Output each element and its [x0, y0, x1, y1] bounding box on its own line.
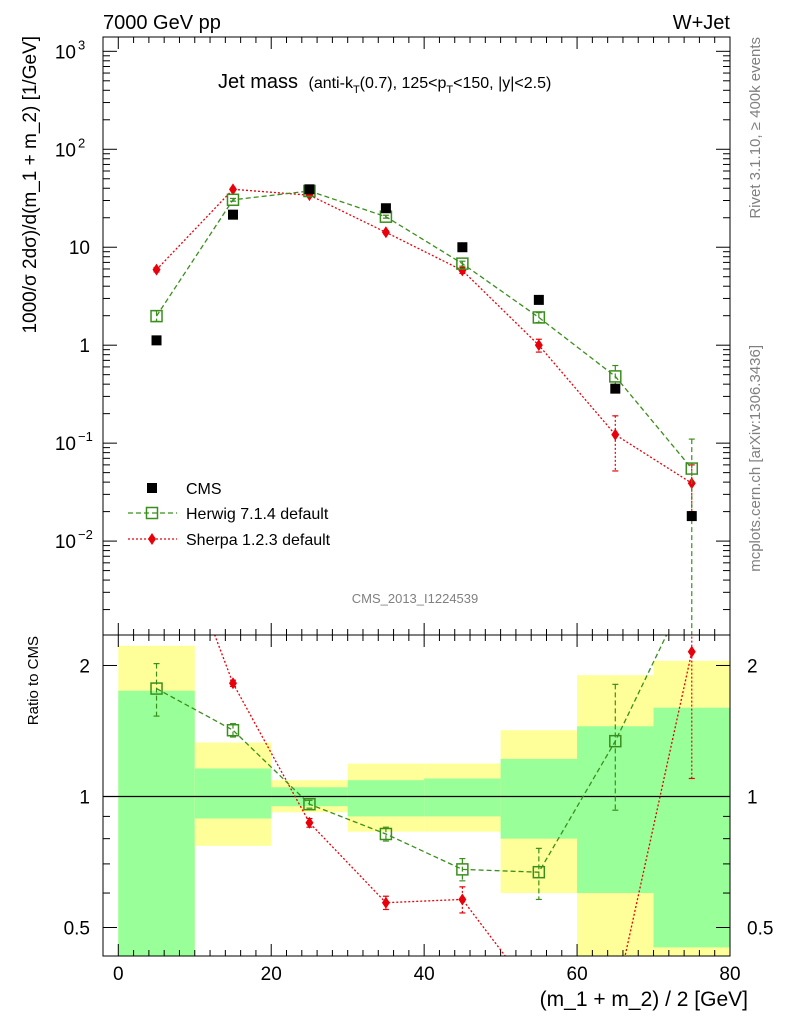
ratio-herwig-point-1: [226, 723, 240, 737]
ratio-herwig-point-5: [532, 865, 546, 879]
top-sherpa-point-6: [611, 428, 620, 441]
top-herwig-point-1: [226, 193, 240, 207]
top-cms-point-5: [533, 294, 544, 305]
top-cms-point-0: [151, 335, 162, 346]
legend-symbol-sherpa: [148, 533, 156, 545]
x-tick-label-60: 60: [567, 964, 588, 985]
top-y-label-4: 10: [55, 140, 76, 161]
subtitle-c: <150, |y|<2.5): [453, 75, 551, 92]
chart-title: Jet mass: [218, 71, 298, 93]
uncertainty-bands: [118, 645, 730, 956]
top-ylabel: 1000/σ 2dσ)/d(m_1 + m_2) [1/GeV]: [20, 36, 41, 334]
chart-title-line: Jet mass (anti-kT(0.7), 125<pT<150, |y|<…: [218, 71, 551, 96]
subtitle-a-sub: T: [353, 84, 360, 96]
top-herwig-point-4: [456, 257, 469, 270]
top-y-label-exp-5: 3: [78, 37, 85, 52]
ratio-herwig-point-2: [303, 797, 316, 811]
green-band-4: [424, 778, 501, 817]
header-right: W+Jet: [673, 12, 731, 34]
rivet-label: Rivet 3.1.10, ≥ 400k events: [747, 37, 764, 219]
legend-label-cms: CMS: [186, 481, 222, 498]
ratio-herwig-point-0: [150, 682, 163, 695]
ratio-herwig-point-6: [609, 734, 622, 748]
bot-y-label-2: 2: [79, 656, 90, 677]
bot-y-label-right-2: 2: [747, 656, 758, 677]
header-left: 7000 GeV pp: [103, 12, 221, 34]
ratio-sherpa-point-2: [305, 816, 314, 829]
xlabel: (m_1 + m_2) / 2 [GeV]: [540, 988, 748, 1011]
top-sherpa-point-5: [534, 339, 543, 352]
top-cms-point-7: [686, 511, 697, 522]
legend-symbol-herwig: [145, 506, 159, 520]
bot-y-label-right-0: 0.5: [747, 918, 773, 939]
ratio-sherpa-point-7: [687, 645, 696, 658]
mcplots-label: mcplots.cern.ch [arXiv:1306.3436]: [747, 345, 764, 572]
bot-y-label-0: 0.5: [64, 918, 90, 939]
top-cms-point-1: [227, 209, 238, 220]
x-tick-label-40: 40: [414, 964, 435, 985]
top-herwig-point-0: [150, 309, 163, 323]
top-y-label-3: 10: [69, 238, 90, 259]
watermark: CMS_2013_I1224539: [352, 591, 479, 606]
top-sherpa-line: [156, 188, 693, 484]
green-band-5: [500, 758, 578, 839]
top-cms-point-6: [610, 383, 621, 394]
bottom-ylabel: Ratio to CMS: [25, 636, 42, 725]
ratio-plot-area: [103, 635, 730, 956]
green-band-1: [194, 768, 272, 819]
subtitle-b-sub: T: [446, 84, 453, 96]
top-sherpa-point-0: [152, 263, 161, 276]
ratio-herwig-point-4: [456, 863, 469, 876]
top-sherpa-point-1: [228, 183, 237, 196]
top-herwig-point-6: [609, 370, 622, 383]
ratio-sherpa-point-1: [228, 677, 237, 690]
bot-y-label-right-1: 1: [747, 787, 758, 808]
top-cms-point-3: [380, 203, 391, 214]
x-tick-label-80: 80: [719, 964, 740, 985]
green-band-3: [347, 780, 425, 817]
legend-symbol-cms: [147, 483, 157, 493]
bot-y-label-1: 1: [79, 787, 90, 808]
bottom-frame: [102, 634, 731, 957]
top-y-label-2: 1: [79, 336, 90, 357]
top-cms-point-4: [457, 242, 468, 253]
top-y-label-5: 10: [55, 42, 76, 63]
top-y-label-0: 10: [55, 532, 76, 553]
x-tick-label-0: 0: [113, 964, 124, 985]
top-herwig-line: [155, 190, 693, 470]
top-sherpa-point-3: [381, 226, 390, 239]
top-y-label-exp-0: −2: [78, 527, 93, 542]
x-tick-label-20: 20: [261, 964, 282, 985]
top-plot-area: [150, 183, 699, 635]
subtitle-b: (0.7), 125<p: [360, 75, 447, 92]
top-herwig-point-7: [685, 462, 699, 475]
green-band-7: [653, 707, 730, 948]
ratio-herwig-line: [156, 635, 668, 873]
top-y-label-exp-4: 2: [78, 135, 85, 150]
top-sherpa-point-4: [458, 264, 467, 277]
legend-label-sherpa: Sherpa 1.2.3 default: [186, 532, 331, 549]
top-y-label-1: 10: [55, 434, 76, 455]
green-band-0: [118, 690, 195, 956]
ratio-sherpa-point-3: [381, 896, 390, 909]
legend: CMS Herwig 7.1.4 default Sherpa 1.2.3 de…: [128, 481, 331, 549]
subtitle-a: (anti-k: [308, 75, 353, 92]
ratio-sherpa-point-4: [458, 893, 467, 906]
top-herwig-point-5: [532, 311, 546, 324]
legend-label-herwig: Herwig 7.1.4 default: [186, 506, 329, 523]
top-y-label-exp-1: −1: [78, 429, 93, 444]
ratio-herwig-point-3: [379, 827, 393, 841]
top-cms-point-2: [304, 184, 315, 195]
